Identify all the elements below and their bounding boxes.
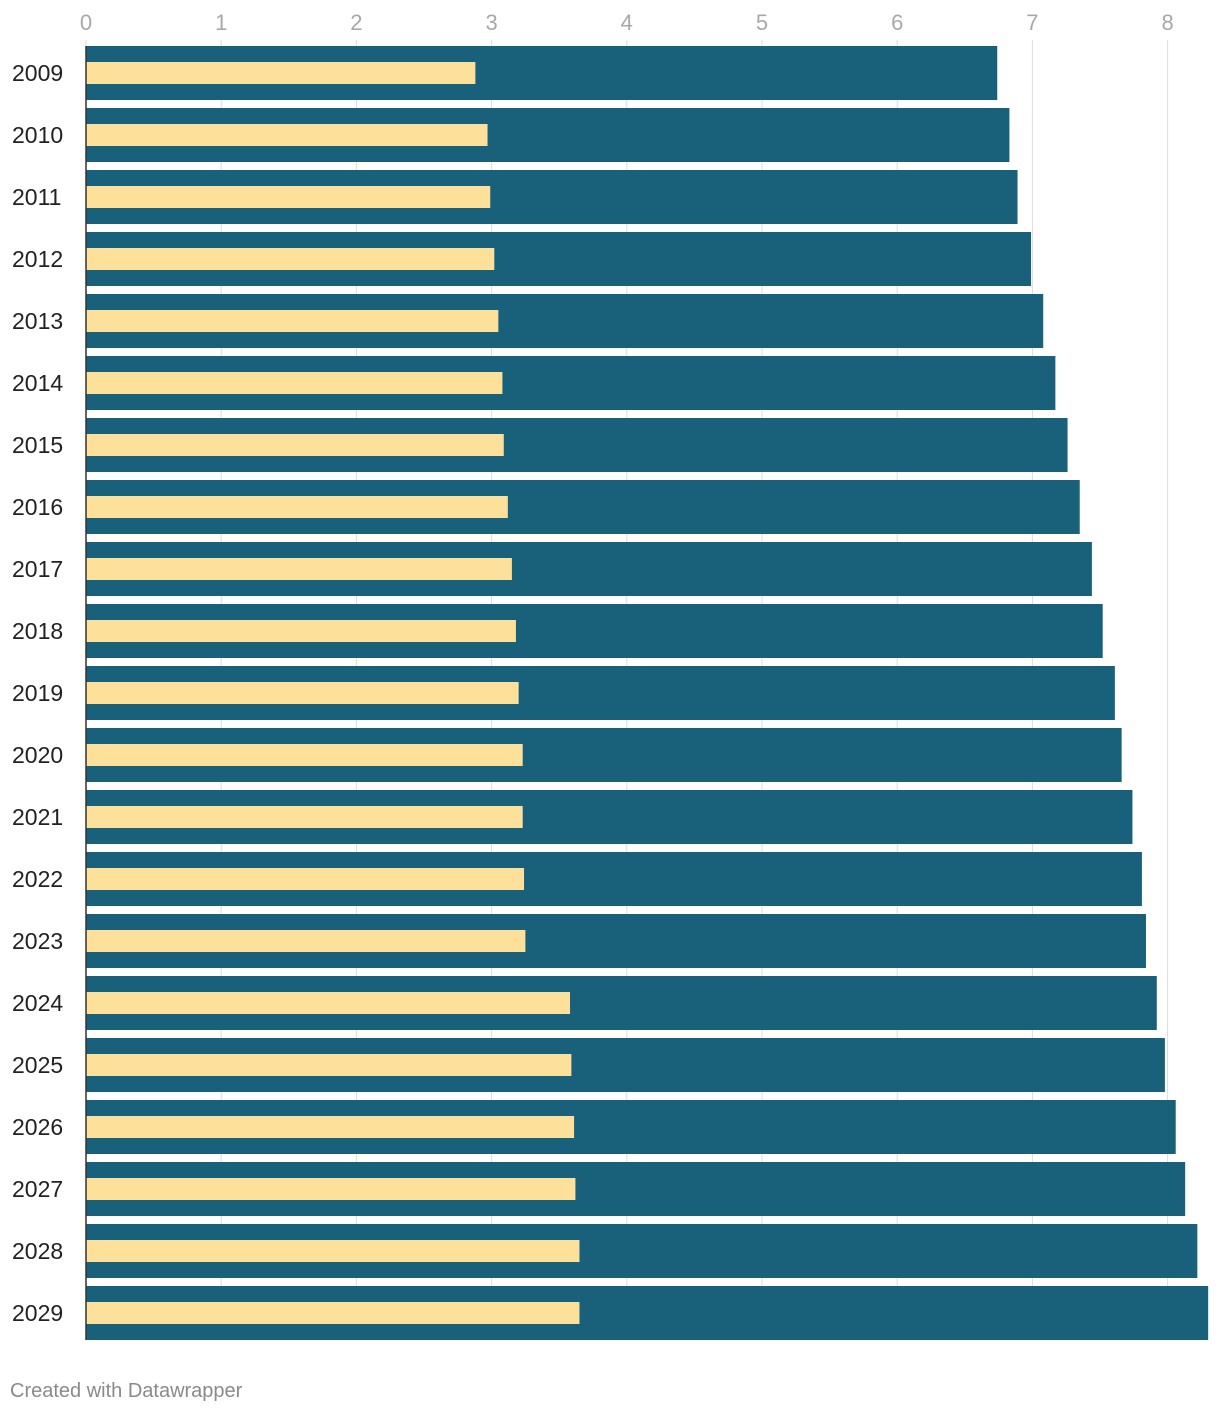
category-label: 2011 [12, 184, 61, 210]
category-label: 2020 [12, 742, 63, 768]
category-label: 2013 [12, 308, 63, 334]
category-label: 2018 [12, 618, 63, 644]
datawrapper-credit[interactable]: Created with Datawrapper [10, 1380, 243, 1402]
category-label: 2029 [12, 1300, 63, 1326]
bar-series-b-2017 [86, 558, 512, 580]
x-tick-label: 2 [350, 10, 362, 35]
x-axis-ticks: 0 1 2 3 4 5 6 7 8 [80, 10, 1174, 35]
bar-series-b-2020 [86, 744, 523, 766]
x-tick-label: 6 [891, 10, 903, 35]
bar-series-b-2026 [86, 1116, 575, 1138]
category-label: 2019 [12, 680, 63, 706]
bar-series-b-2022 [86, 868, 525, 890]
bars [86, 46, 1209, 1340]
category-label: 2010 [12, 122, 63, 148]
category-label: 2024 [12, 990, 63, 1016]
bar-series-b-2012 [86, 248, 495, 270]
category-label: 2015 [12, 432, 63, 458]
bar-series-b-2013 [86, 310, 499, 332]
x-tick-label: 0 [80, 10, 92, 35]
category-label: 2014 [12, 370, 63, 396]
bar-series-b-2028 [86, 1240, 580, 1262]
bar-series-b-2016 [86, 496, 508, 518]
x-tick-label: 7 [1026, 10, 1038, 35]
category-label: 2022 [12, 866, 63, 892]
category-label: 2027 [12, 1176, 63, 1202]
bar-series-b-2018 [86, 620, 516, 642]
bar-series-b-2023 [86, 930, 526, 952]
category-label: 2012 [12, 246, 63, 272]
bar-series-b-2009 [86, 62, 476, 84]
x-tick-label: 3 [485, 10, 497, 35]
category-label: 2009 [12, 60, 63, 86]
bar-series-b-2029 [86, 1302, 580, 1324]
category-label: 2026 [12, 1114, 63, 1140]
category-label: 2025 [12, 1052, 63, 1078]
bar-series-b-2014 [86, 372, 503, 394]
bar-series-b-2021 [86, 806, 523, 828]
category-label: 2023 [12, 928, 63, 954]
bar-series-b-2019 [86, 682, 519, 704]
bar-series-b-2010 [86, 124, 488, 146]
bar-series-b-2011 [86, 186, 491, 208]
bar-series-b-2027 [86, 1178, 576, 1200]
x-tick-label: 5 [756, 10, 768, 35]
bar-series-b-2025 [86, 1054, 572, 1076]
x-tick-label: 1 [215, 10, 227, 35]
category-label: 2016 [12, 494, 63, 520]
bar-series-b-2024 [86, 992, 571, 1014]
category-label: 2028 [12, 1238, 63, 1264]
y-axis-labels: 2009 2010 2011 2012 2013 2014 2015 2016 2017 2018… [12, 60, 63, 1326]
x-tick-label: 4 [621, 10, 633, 35]
category-label: 2021 [12, 804, 63, 830]
bar-series-b-2015 [86, 434, 504, 456]
category-label: 2017 [12, 556, 63, 582]
x-tick-label: 8 [1161, 10, 1173, 35]
